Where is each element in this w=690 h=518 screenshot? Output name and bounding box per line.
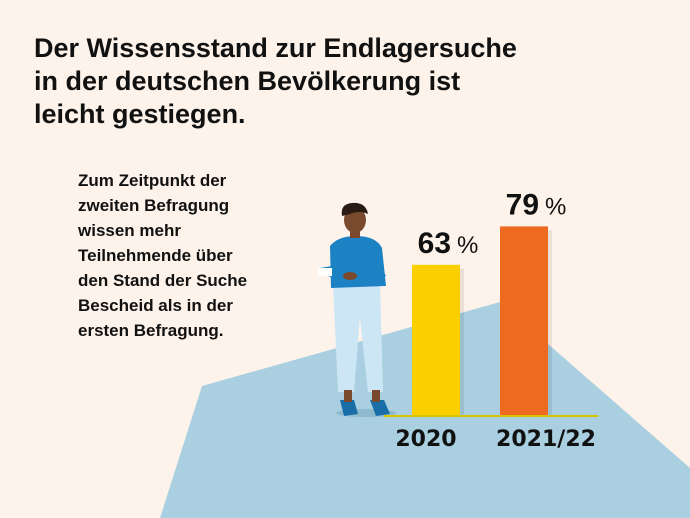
data-label: 63%	[418, 227, 479, 260]
description-line: ersten Befragung.	[78, 321, 224, 340]
description-line: Teilnehmende über	[78, 246, 233, 265]
chart-title: Der Wissensstand zur Endlagersuche in de…	[34, 32, 594, 131]
x-tick-label: 2021/22	[496, 427, 596, 452]
person-shoe	[370, 400, 390, 416]
person-pants	[333, 284, 383, 392]
person-arm	[352, 250, 386, 282]
title-line: in der deutschen Bevölkerung ist	[34, 66, 461, 96]
description-line: zweiten Befragung	[78, 196, 230, 215]
person-ankle	[372, 390, 380, 402]
x-tick-label: 2020	[395, 427, 456, 452]
data-label: 79%	[506, 188, 567, 221]
description-line: wissen mehr	[78, 221, 181, 240]
bars-group: 63 % 79%	[412, 188, 566, 416]
tick-labels: 2020 2021/22	[395, 427, 596, 452]
title-line: Der Wissensstand zur Endlagersuche	[34, 33, 517, 63]
title-line: leicht gestiegen.	[34, 99, 246, 129]
person-cuff	[318, 268, 332, 276]
description-line: Bescheid als in der	[78, 296, 233, 315]
person-shoe	[340, 400, 358, 416]
description-line: Zum Zeitpunkt der	[78, 171, 227, 190]
description-text: Zum Zeitpunkt der zweiten Befragung wiss…	[78, 168, 308, 343]
person-illustration	[318, 202, 396, 417]
description-line: den Stand der Suche	[78, 271, 248, 290]
bar-2020	[412, 264, 460, 416]
person-hair	[341, 202, 368, 216]
bar-2021-22	[500, 226, 548, 416]
person-ankle	[344, 390, 352, 402]
person-hand	[343, 272, 357, 280]
